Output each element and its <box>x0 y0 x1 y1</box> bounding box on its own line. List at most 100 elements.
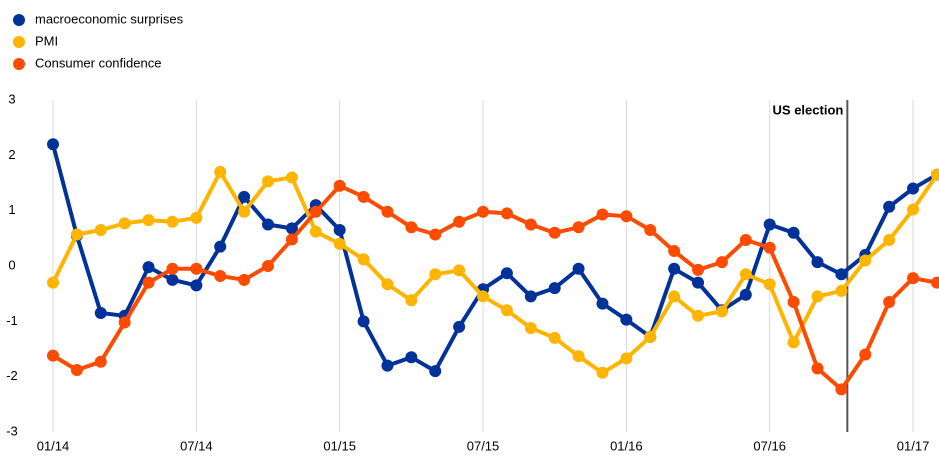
data-point <box>572 350 585 363</box>
data-point <box>118 316 131 329</box>
legend-label: macroeconomic surprises <box>35 11 184 26</box>
legend-marker <box>13 14 25 26</box>
data-point <box>739 233 752 246</box>
data-point <box>930 168 939 181</box>
data-point <box>190 279 203 292</box>
data-point <box>94 355 107 368</box>
data-point <box>70 228 83 241</box>
data-point <box>309 225 322 238</box>
series-line <box>51 169 939 375</box>
x-tick-label: 01/17 <box>897 438 930 453</box>
data-point <box>572 221 585 234</box>
x-tick-label: 07/16 <box>753 438 786 453</box>
data-point <box>214 240 227 253</box>
x-tick-label: 07/15 <box>467 438 500 453</box>
data-point <box>692 263 705 276</box>
data-point <box>668 262 681 275</box>
series-line <box>51 183 938 392</box>
data-point <box>429 228 442 241</box>
data-point <box>907 272 920 285</box>
data-point <box>739 288 752 301</box>
data-point <box>381 359 394 372</box>
data-point <box>190 262 203 275</box>
data-point <box>333 179 346 192</box>
data-point <box>453 320 466 333</box>
data-point <box>357 253 370 266</box>
data-point <box>238 205 251 218</box>
data-point <box>715 305 728 318</box>
x-tick-label: 01/14 <box>37 438 70 453</box>
data-point <box>166 215 179 228</box>
data-point <box>596 208 609 221</box>
data-point <box>811 290 824 303</box>
data-point <box>692 276 705 289</box>
legend-label: Consumer confidence <box>35 55 161 70</box>
data-point <box>357 190 370 203</box>
y-tick-label: 2 <box>8 147 15 162</box>
data-point <box>309 205 322 218</box>
y-tick-label: 3 <box>8 91 15 106</box>
data-point <box>405 294 418 307</box>
data-point <box>453 264 466 277</box>
data-point <box>548 331 561 344</box>
data-point <box>500 207 513 220</box>
data-point <box>859 254 872 267</box>
data-point <box>142 261 155 274</box>
y-tick-label: -1 <box>6 313 18 328</box>
data-point <box>118 217 131 230</box>
data-point <box>620 210 633 223</box>
data-point <box>262 175 275 188</box>
data-point <box>142 276 155 289</box>
data-point <box>166 262 179 275</box>
data-point <box>883 295 896 308</box>
data-point <box>835 383 848 396</box>
data-point <box>524 218 537 231</box>
legend-marker <box>13 36 25 48</box>
data-point <box>692 309 705 322</box>
data-point <box>94 224 107 237</box>
data-point <box>572 262 585 275</box>
data-point <box>333 224 346 237</box>
data-point <box>405 221 418 234</box>
data-point <box>429 365 442 378</box>
data-point <box>763 241 776 254</box>
data-point <box>70 364 83 377</box>
data-point <box>739 268 752 281</box>
data-point <box>381 205 394 218</box>
data-point <box>405 351 418 364</box>
x-tick-label: 07/14 <box>180 438 213 453</box>
data-point <box>620 313 633 326</box>
data-point <box>930 276 939 289</box>
data-point <box>285 233 298 246</box>
data-point <box>620 352 633 365</box>
data-point <box>285 171 298 184</box>
data-point <box>47 138 59 151</box>
data-point <box>524 290 537 303</box>
data-point <box>907 203 920 216</box>
data-point <box>811 256 824 269</box>
data-point <box>94 307 107 320</box>
data-point <box>859 348 872 361</box>
data-point <box>142 214 155 227</box>
data-point <box>548 282 561 295</box>
data-point <box>477 290 490 303</box>
legend-label: PMI <box>35 33 58 48</box>
data-point <box>644 224 657 237</box>
data-point <box>214 165 227 178</box>
data-point <box>238 273 251 286</box>
data-point <box>47 276 59 289</box>
data-point <box>907 182 920 195</box>
x-tick-label: 01/16 <box>610 438 643 453</box>
y-tick-label: 0 <box>8 257 15 272</box>
data-point <box>285 222 298 235</box>
data-point <box>500 304 513 317</box>
data-point <box>429 268 442 281</box>
data-point <box>381 278 394 291</box>
data-point <box>524 321 537 334</box>
data-point <box>238 190 251 203</box>
data-point <box>715 256 728 269</box>
data-point <box>787 226 800 239</box>
data-point <box>548 226 561 239</box>
data-point <box>883 233 896 246</box>
data-point <box>763 218 776 231</box>
